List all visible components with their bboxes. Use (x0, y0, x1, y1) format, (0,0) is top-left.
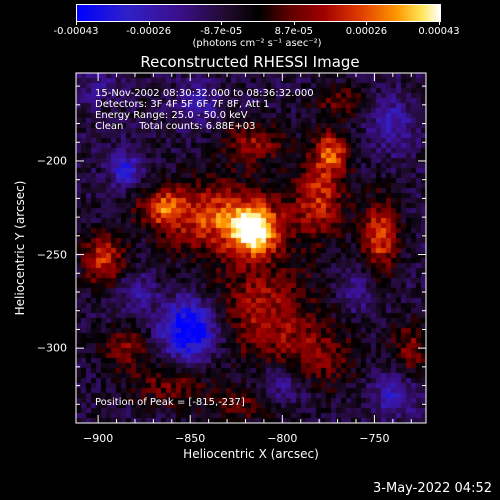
colorbar-tick-label: 8.7e-05 (274, 26, 313, 37)
timestamp: 3-May-2022 04:52 (373, 481, 492, 496)
colorbar-tick (366, 21, 368, 25)
x-tick-label: −750 (359, 432, 390, 445)
colorbar (76, 4, 441, 22)
peak-position-label: Position of Peak = [-815,-237] (95, 397, 245, 408)
colorbar-tick (293, 21, 295, 25)
chart-title: Reconstructed RHESSI Image (140, 53, 360, 71)
x-axis-title: Heliocentric X (arcsec) (183, 447, 319, 461)
heatmap-image (76, 73, 426, 423)
y-tick-label: −250 (36, 248, 67, 262)
x-tick-label: −850 (175, 432, 206, 445)
colorbar-tick (148, 21, 150, 25)
colorbar-tick-label: -0.00026 (126, 26, 172, 37)
y-axis-title: Heliocentric Y (arcsec) (13, 180, 27, 316)
colorbar-tick-label: -0.00043 (53, 26, 99, 37)
x-tick-label: −800 (267, 432, 298, 445)
colorbar-tick-label: 0.00026 (345, 26, 388, 37)
colorbar-tick-label: 0.00043 (418, 26, 460, 37)
colorbar-units: (photons cm⁻² s⁻¹ asec⁻²) (192, 38, 322, 49)
plot-frame (75, 72, 427, 424)
colorbar-tick (76, 21, 77, 25)
colorbar-tick (439, 21, 440, 25)
y-tick-label: −200 (36, 154, 67, 168)
info-clean-counts: Clean Total counts: 6.88E+03 (95, 121, 256, 132)
info-detectors: Detectors: 3F 4F 5F 6F 7F 8F, Att 1 (95, 99, 270, 110)
y-tick-label: −300 (36, 341, 67, 355)
info-energy-range: Energy Range: 25.0 - 50.0 keV (95, 110, 248, 121)
x-tick-label: −900 (82, 432, 114, 445)
colorbar-tick (221, 21, 223, 25)
info-time-range: 15-Nov-2002 08:30:32.000 to 08:36:32.000 (95, 88, 314, 99)
colorbar-tick-label: -8.7e-05 (200, 26, 243, 37)
